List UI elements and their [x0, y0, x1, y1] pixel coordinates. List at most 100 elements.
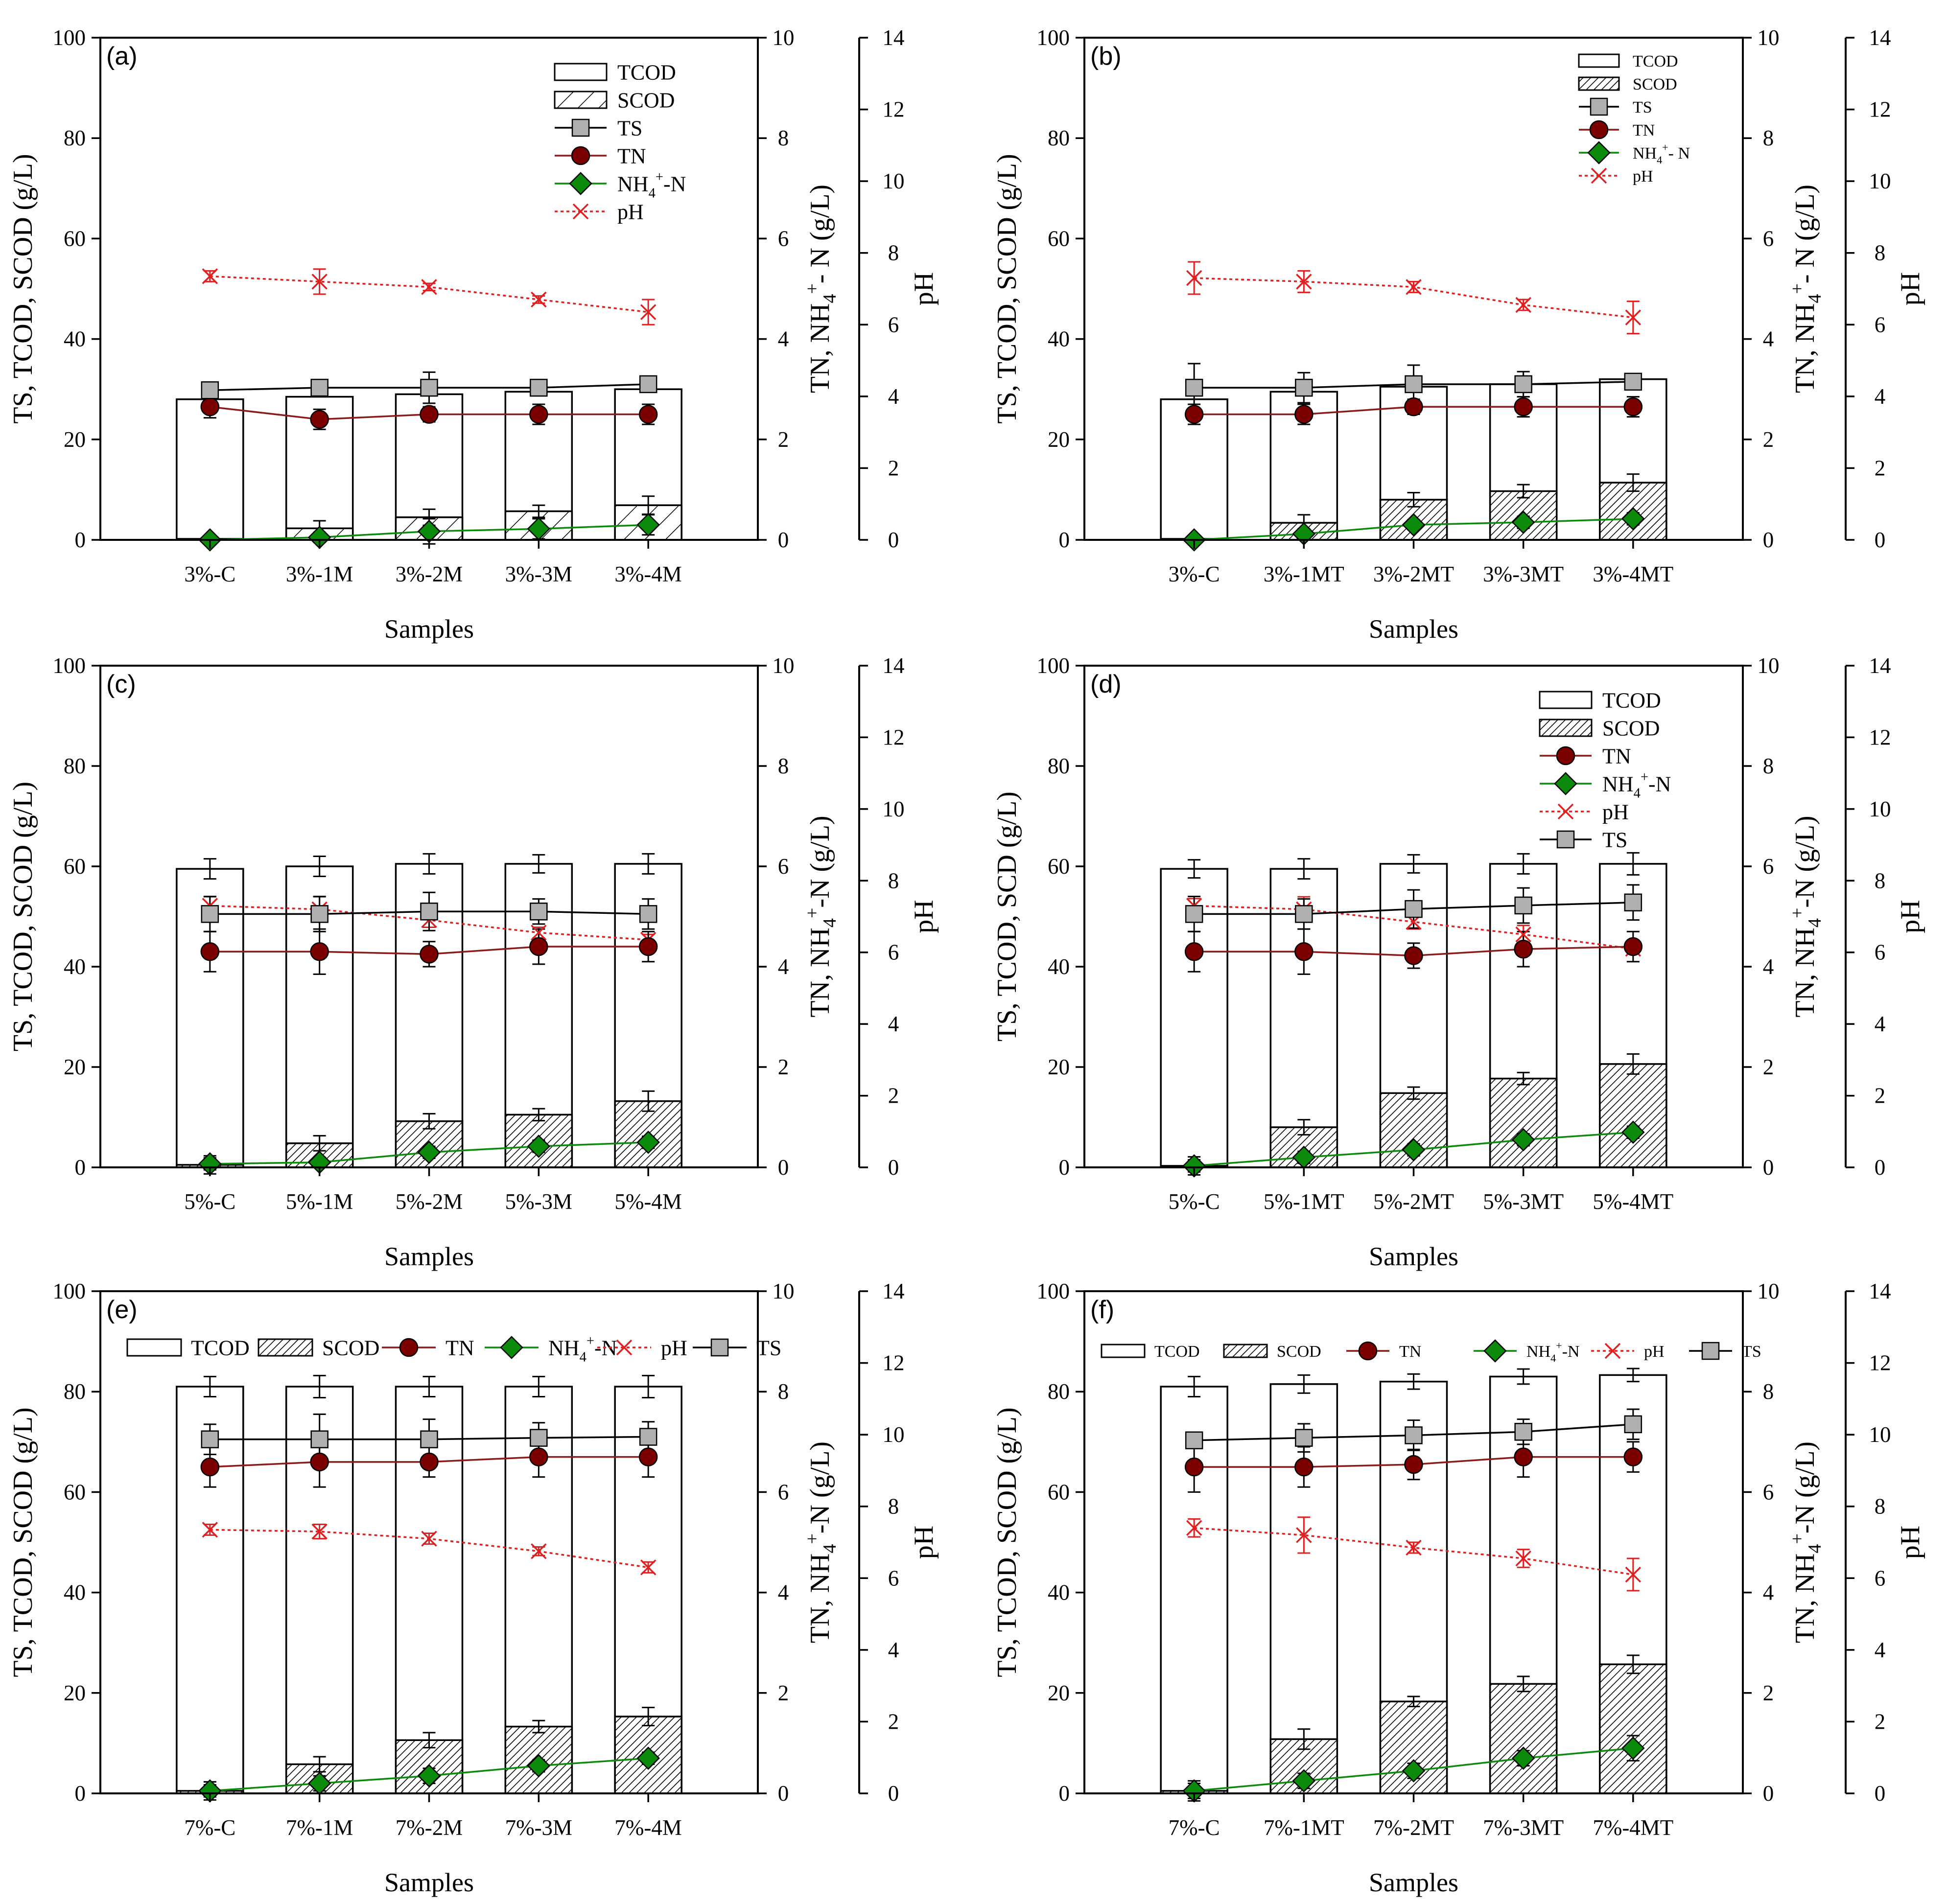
tn-point	[1623, 1447, 1643, 1466]
scod-bar	[1489, 1077, 1558, 1168]
right2-tick-label: 0	[1875, 1155, 1886, 1180]
right2-tick-label: 14	[883, 25, 905, 50]
ph-point	[1296, 1527, 1312, 1543]
x-tick-label: 3%-3M	[505, 562, 572, 586]
right2-tick-label: 0	[1875, 1781, 1886, 1806]
tn-point	[1404, 1455, 1423, 1474]
right1-tick-label: 0	[778, 1781, 789, 1806]
nh4-point	[1511, 511, 1535, 534]
right2-tick-label: 4	[1875, 384, 1886, 409]
left-tick-label: 0	[1059, 1155, 1070, 1180]
x-tick-label: 3%-C	[1169, 562, 1220, 586]
legend-label-ph: pH	[617, 200, 644, 224]
legend-marker-nh4	[1587, 141, 1611, 164]
legend-marker-ph	[1591, 167, 1607, 184]
x-tick-label: 7%-3M	[505, 1815, 572, 1840]
scod-error-bar	[1407, 1086, 1420, 1100]
ph-point	[421, 1531, 437, 1547]
right1-tick-label: 6	[1763, 1480, 1774, 1504]
x-tick-label: 7%-4MT	[1593, 1815, 1673, 1840]
left-axis: 0 20 40 60 80 100	[53, 1279, 100, 1806]
right1-axis-label: TN, NH4+-N (g/L)	[1787, 815, 1825, 1017]
ts-point	[310, 378, 328, 397]
right1-tick-label: 10	[1758, 25, 1780, 50]
nh4-point	[527, 1135, 551, 1158]
x-tick-label: 5%-1MT	[1264, 1189, 1344, 1214]
right2-tick-label: 14	[883, 1279, 905, 1303]
left-tick-label: 60	[64, 1480, 86, 1504]
legend-label-tcod: TCOD	[1633, 52, 1678, 70]
right-axis-ph: 0 2 4 6 8 10 12 14	[858, 1279, 905, 1806]
right2-tick-label: 4	[888, 1012, 899, 1036]
left-axis: 0 20 40 60 80 100	[1037, 653, 1084, 1180]
ph-point	[311, 274, 328, 290]
ts-point	[201, 1430, 219, 1448]
scod-error-bar	[1626, 473, 1640, 492]
right2-tick-label: 6	[888, 940, 899, 965]
nh4-point	[1292, 1769, 1316, 1793]
legend-marker-ts	[1701, 1342, 1720, 1360]
left-tick-label: 80	[1048, 1379, 1070, 1404]
x-tick-label: 5%-2M	[396, 1189, 463, 1214]
legend-swatch-tcod	[1539, 691, 1593, 709]
ph-point	[311, 1523, 328, 1540]
legend-swatch-tcod	[554, 63, 608, 81]
legend-marker-ph	[1604, 1343, 1621, 1359]
right1-tick-label: 0	[1763, 528, 1774, 552]
legend-label-scod: SCOD	[1602, 716, 1660, 740]
nh4-point	[1402, 1138, 1426, 1161]
tn-point	[638, 937, 658, 956]
right2-tick-label: 10	[1869, 797, 1891, 821]
x-axis: 7%-C 7%-1MT 7%-2MT 7%-3MT 7%-4MT	[1169, 1793, 1673, 1840]
left-tick-label: 100	[53, 653, 86, 678]
legend-label-nh4: NH4+-N	[1602, 770, 1671, 801]
right2-tick-label: 10	[1869, 169, 1891, 193]
left-axis-label: TS, TCOD, SCD (g/L)	[992, 791, 1022, 1042]
right1-tick-label: 6	[778, 854, 789, 879]
ts-point	[1405, 1426, 1423, 1444]
right1-tick-label: 10	[773, 653, 795, 678]
right2-axis-label: pH	[909, 272, 939, 305]
left-tick-label: 40	[64, 327, 86, 351]
right1-axis-label: TN, NH4+- N (g/L)	[1787, 185, 1825, 393]
ts-point	[420, 378, 438, 397]
legend-marker-tn	[1556, 746, 1575, 766]
right2-tick-label: 0	[888, 528, 899, 552]
x-tick-label: 7%-1M	[286, 1815, 353, 1840]
x-tick-label: 3%-2M	[396, 562, 463, 586]
left-tick-label: 80	[64, 126, 86, 150]
ph-point	[531, 925, 547, 941]
scod-error-bar	[532, 1108, 545, 1122]
left-axis: 0 20 40 60 80 100	[53, 653, 100, 1180]
legend-marker-ts	[571, 118, 590, 137]
legend-swatch-tcod	[126, 1338, 182, 1357]
right2-tick-label: 14	[1869, 25, 1891, 50]
legend-label-scod: SCOD	[322, 1336, 379, 1360]
right1-tick-label: 8	[1763, 1379, 1774, 1404]
right-axis-n: 0 2 4 6 8 10	[1743, 25, 1780, 552]
x-tick-label: 3%-1MT	[1264, 562, 1344, 586]
tn-point	[420, 945, 439, 964]
tcod-error-bar	[1407, 854, 1420, 874]
right2-tick-label: 6	[888, 1566, 899, 1590]
tcod-error-bar	[642, 1374, 655, 1399]
right2-tick-label: 4	[1875, 1638, 1886, 1662]
right2-tick-label: 4	[1875, 1012, 1886, 1036]
tcod-error-bar	[532, 1375, 545, 1397]
right2-tick-label: 14	[1869, 653, 1891, 678]
right1-tick-label: 6	[1763, 226, 1774, 251]
legend-marker-ph	[1557, 803, 1574, 820]
tcod-error-bar	[532, 854, 545, 874]
legend-marker-tn	[571, 146, 590, 165]
legend-label-nh4: NH4+- N	[1633, 141, 1690, 166]
x-tick-label: 5%-1M	[286, 1189, 353, 1214]
ts-point	[420, 1430, 438, 1448]
tn-point	[310, 1452, 329, 1472]
ts-point	[639, 1428, 657, 1446]
x-tick-label: 5%-C	[1169, 1189, 1220, 1214]
right-axis-ph: 0 2 4 6 8 10 12 14	[1845, 1279, 1891, 1806]
